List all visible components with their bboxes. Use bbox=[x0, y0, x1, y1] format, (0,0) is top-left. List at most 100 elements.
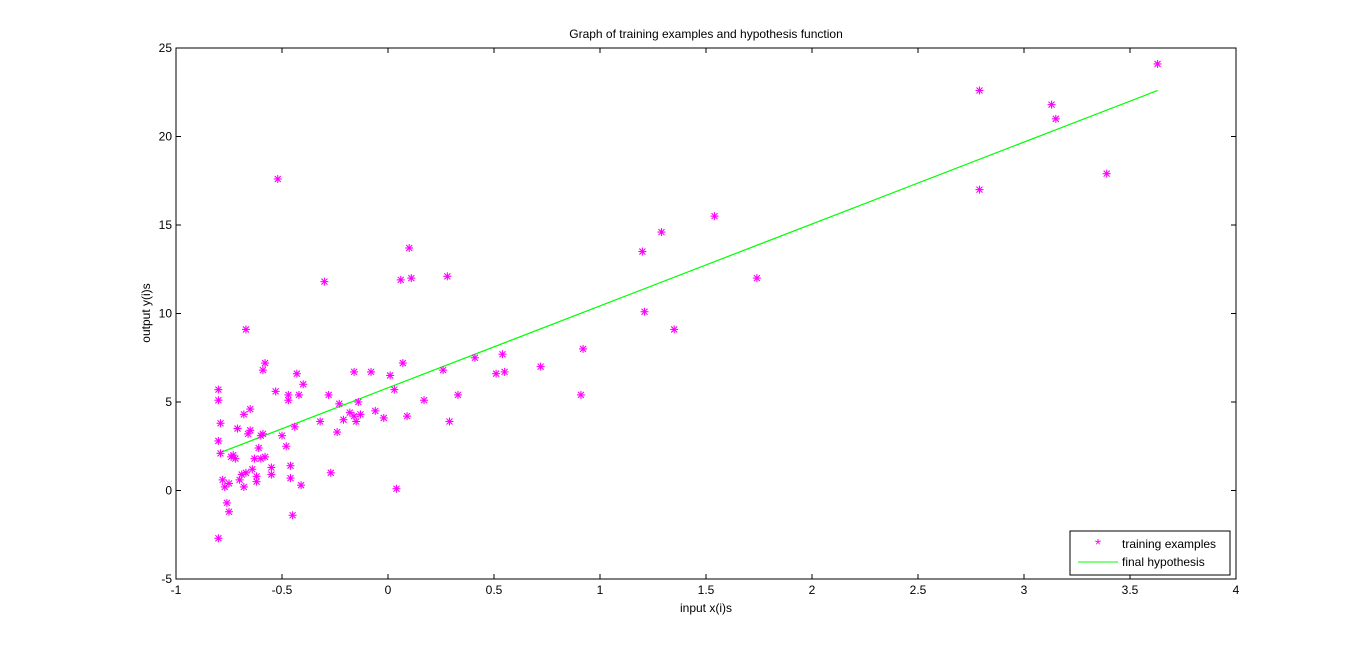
training-example-point bbox=[214, 436, 223, 445]
training-example-point bbox=[975, 185, 984, 194]
training-example-point bbox=[1153, 59, 1162, 68]
legend-label-final-hypothesis: final hypothesis bbox=[1122, 555, 1205, 569]
y-tick-label: 10 bbox=[159, 307, 173, 321]
training-example-point bbox=[256, 431, 265, 440]
chart-title: Graph of training examples and hypothesi… bbox=[569, 27, 843, 41]
x-tick-label: 0 bbox=[385, 583, 392, 597]
x-tick-label: 4 bbox=[1233, 583, 1240, 597]
training-example-point bbox=[975, 86, 984, 95]
training-example-point bbox=[225, 479, 233, 488]
training-example-point bbox=[576, 390, 585, 399]
training-example-point bbox=[324, 390, 333, 399]
training-example-point bbox=[354, 398, 363, 406]
y-tick-label: -5 bbox=[161, 572, 172, 586]
legend-box bbox=[1069, 530, 1231, 576]
training-example-point bbox=[246, 426, 255, 435]
training-example-point bbox=[657, 228, 666, 237]
training-example-point bbox=[386, 371, 395, 380]
training-example-point bbox=[392, 484, 401, 493]
legend-label-training-examples: training examples bbox=[1122, 537, 1216, 551]
training-example-point bbox=[579, 344, 588, 353]
x-tick-label: -0.5 bbox=[272, 583, 293, 597]
x-tick-label: 2.5 bbox=[910, 583, 927, 597]
training-example-point bbox=[216, 449, 225, 458]
training-example-point bbox=[239, 410, 248, 419]
training-example-point bbox=[286, 461, 295, 470]
axis-ticks: -1 -0.5 0 0.5 1 1.5 2 2.5 3 3.5 4 -5 0 5 10 15 20 25 bbox=[159, 41, 1240, 597]
training-example-point bbox=[500, 367, 509, 376]
x-tick-label: 2 bbox=[809, 583, 816, 597]
y-axis-label: output y(i)s bbox=[139, 283, 153, 342]
training-example-point bbox=[445, 417, 454, 426]
training-example-point bbox=[1102, 169, 1111, 178]
x-tick-label: 3.5 bbox=[1122, 583, 1139, 597]
training-example-point bbox=[273, 174, 282, 183]
training-example-point bbox=[231, 454, 240, 463]
training-example-point bbox=[225, 507, 233, 516]
training-example-point bbox=[326, 468, 335, 477]
training-example-point bbox=[350, 412, 359, 421]
training-example-point bbox=[282, 442, 291, 451]
training-example-point bbox=[536, 362, 545, 371]
training-example-point bbox=[403, 412, 412, 421]
legend-marker-points: * bbox=[1095, 537, 1101, 554]
training-example-point bbox=[256, 454, 265, 463]
training-example-point bbox=[333, 428, 342, 437]
training-example-point bbox=[752, 274, 761, 283]
training-example-point bbox=[250, 454, 259, 463]
training-example-point bbox=[638, 247, 647, 256]
training-example-point bbox=[239, 482, 248, 491]
training-example-point bbox=[710, 212, 719, 221]
training-example-point bbox=[288, 511, 297, 520]
plot-background bbox=[176, 48, 1236, 579]
training-example-point bbox=[352, 417, 361, 426]
x-tick-label: 3 bbox=[1021, 583, 1028, 597]
training-example-point bbox=[286, 474, 295, 483]
training-example-point bbox=[222, 498, 231, 507]
training-example-point bbox=[492, 369, 501, 378]
training-example-point bbox=[316, 417, 325, 426]
training-example-point bbox=[420, 396, 429, 405]
y-tick-label: 25 bbox=[159, 41, 173, 55]
y-tick-label: 5 bbox=[165, 395, 172, 409]
training-example-point bbox=[267, 470, 276, 479]
training-example-point bbox=[398, 359, 407, 368]
training-example-point bbox=[233, 424, 242, 433]
training-example-point bbox=[278, 431, 286, 440]
training-example-point bbox=[320, 277, 329, 286]
training-example-point bbox=[1051, 114, 1060, 123]
training-example-point bbox=[1047, 100, 1056, 109]
training-example-point bbox=[390, 385, 399, 394]
legend: * training examples final hypothesis bbox=[1069, 530, 1231, 576]
training-example-point bbox=[297, 481, 306, 490]
training-example-point bbox=[335, 399, 344, 408]
x-tick-label: 1.5 bbox=[698, 583, 715, 597]
training-example-point bbox=[356, 410, 365, 419]
training-example-point bbox=[371, 406, 380, 415]
training-example-point bbox=[439, 366, 448, 375]
training-example-point bbox=[214, 385, 223, 394]
training-example-point bbox=[214, 396, 223, 405]
hypothesis-line bbox=[218, 89, 1158, 454]
training-example-point bbox=[498, 350, 507, 359]
training-example-point bbox=[216, 419, 225, 428]
training-example-point bbox=[350, 367, 359, 376]
training-example-point bbox=[379, 413, 388, 422]
training-example-point bbox=[284, 390, 293, 399]
training-example-point bbox=[640, 307, 649, 316]
training-example-point bbox=[254, 444, 263, 453]
x-tick-label: -1 bbox=[171, 583, 182, 597]
x-axis-label: input x(i)s bbox=[680, 601, 732, 615]
training-example-point bbox=[299, 380, 308, 389]
y-tick-label: 0 bbox=[165, 484, 172, 498]
training-example-point bbox=[258, 366, 267, 375]
training-example-point bbox=[405, 244, 414, 253]
training-example-point bbox=[292, 369, 301, 378]
training-example-point bbox=[267, 463, 276, 472]
plot-box bbox=[175, 47, 1237, 580]
y-tick-label: 15 bbox=[159, 218, 173, 232]
training-example-point bbox=[367, 367, 376, 376]
training-example-point bbox=[271, 387, 280, 396]
training-example-point bbox=[670, 325, 679, 334]
